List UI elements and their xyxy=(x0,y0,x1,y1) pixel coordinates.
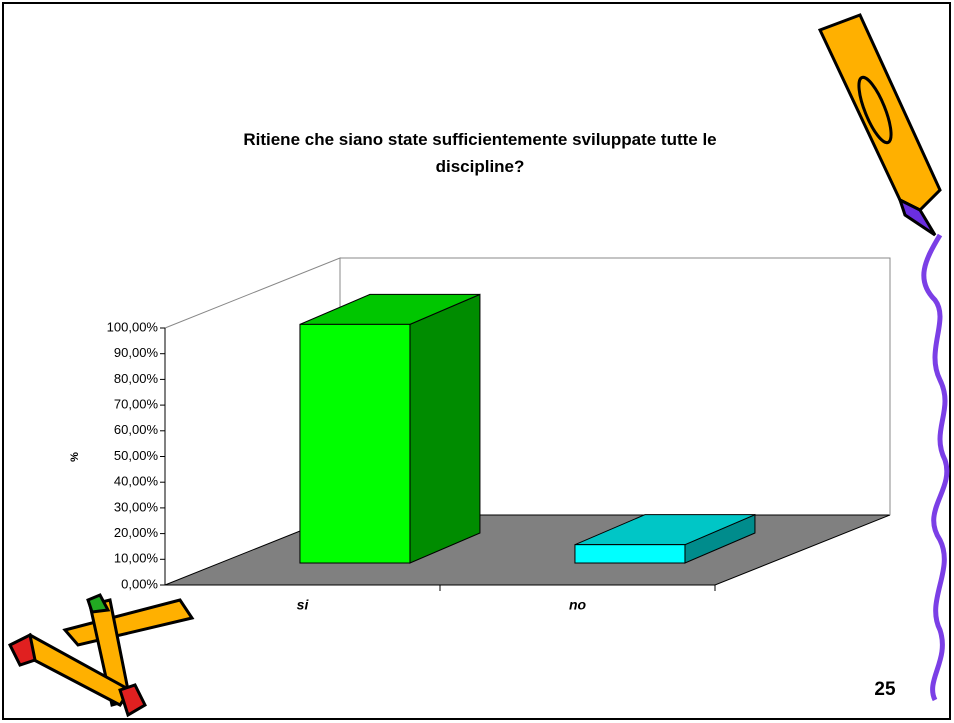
bar xyxy=(574,544,686,564)
y-tick-label: 50,00% xyxy=(114,448,159,463)
y-tick-label: 20,00% xyxy=(114,525,159,540)
y-tick-label: 60,00% xyxy=(114,422,159,437)
chart-title: Ritiene che siano state sufficientemente… xyxy=(243,130,716,149)
pencils-bottom xyxy=(7,593,195,718)
title-line: discipline? xyxy=(436,157,525,176)
y-tick-label: 0,00% xyxy=(121,576,158,591)
back-wall xyxy=(340,257,891,515)
y-axis-title: % xyxy=(69,452,81,462)
title-line: Ritiene che siano state sufficientemente… xyxy=(243,130,716,149)
x-tick-label: si xyxy=(297,597,310,613)
bar xyxy=(299,323,411,564)
chart-title-line2: discipline? xyxy=(436,157,525,176)
x-tick-label: no xyxy=(569,597,587,613)
y-tick-label: 90,00% xyxy=(114,345,159,360)
y-tick-label: 80,00% xyxy=(114,371,159,386)
y-tick-label: 10,00% xyxy=(114,551,159,566)
y-tick-label: 100,00% xyxy=(107,319,159,334)
y-tick-label: 70,00% xyxy=(114,397,159,412)
page-number: 25 xyxy=(874,679,896,700)
y-tick-label: 40,00% xyxy=(114,474,159,489)
bar-side xyxy=(409,293,481,564)
pencil-top xyxy=(817,13,942,237)
squiggle xyxy=(921,233,950,702)
y-tick-label: 30,00% xyxy=(114,499,159,514)
